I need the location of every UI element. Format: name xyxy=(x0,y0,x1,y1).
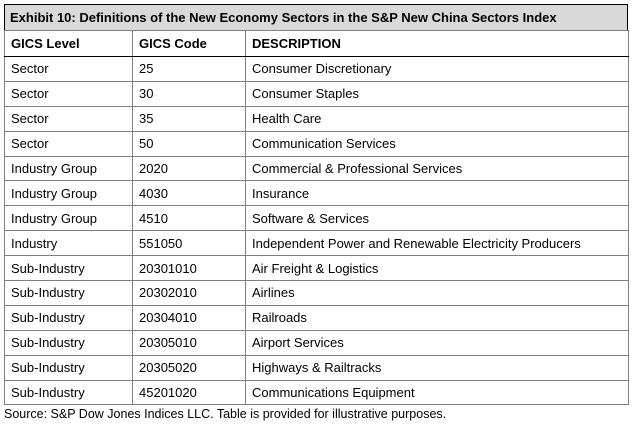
table-row: Sub-Industry 20305020 Highways & Railtrack… xyxy=(4,354,629,381)
gics-level-cell: Sector xyxy=(4,105,133,132)
gics-code-cell: 20305020 xyxy=(132,354,246,381)
exhibit-table-container: Exhibit 10: Definitions of the New Econo… xyxy=(4,4,629,406)
source-note: Source: S&P Dow Jones Indices LLC. Table… xyxy=(4,407,447,421)
table-header-row: GICS Level GICS Code DESCRIPTION xyxy=(4,30,629,57)
column-header-description: DESCRIPTION xyxy=(245,30,629,57)
table-row: Industry Group 2020 Commercial & Professio… xyxy=(4,155,629,182)
table-body: Sector 25 Consumer Discretionary Sector 30 Co… xyxy=(4,56,629,406)
description-cell: Air Freight & Logistics xyxy=(245,255,629,282)
table-row: Sub-Industry 45201020 Communications Equip… xyxy=(4,379,629,406)
description-cell: Communication Services xyxy=(245,130,629,157)
gics-level-cell: Sector xyxy=(4,56,133,82)
table-row: Sector 50 Communication Services xyxy=(4,130,629,157)
table-row: Sector 30 Consumer Staples xyxy=(4,80,629,107)
gics-code-cell: 4510 xyxy=(132,205,246,232)
gics-code-cell: 2020 xyxy=(132,155,246,182)
gics-code-cell: 45201020 xyxy=(132,379,246,406)
gics-level-cell: Sub-Industry xyxy=(4,304,133,331)
gics-code-cell: 30 xyxy=(132,80,246,107)
gics-code-cell: 4030 xyxy=(132,180,246,207)
description-cell: Consumer Discretionary xyxy=(245,56,629,82)
gics-level-cell: Sector xyxy=(4,80,133,107)
exhibit-title: Exhibit 10: Definitions of the New Econo… xyxy=(4,4,628,30)
description-cell: Airlines xyxy=(245,280,629,306)
table-row: Sector 25 Consumer Discretionary xyxy=(4,56,629,82)
gics-level-cell: Industry Group xyxy=(4,155,133,182)
description-cell: Airport Services xyxy=(245,329,629,356)
description-cell: Commercial & Professional Services xyxy=(245,155,629,182)
description-cell: Independent Power and Renewable Electric… xyxy=(245,230,629,257)
table-row: Industry Group 4510 Software & Services xyxy=(4,205,629,232)
gics-code-cell: 20304010 xyxy=(132,304,246,331)
table-row: Sector 35 Health Care xyxy=(4,105,629,132)
gics-code-cell: 20305010 xyxy=(132,329,246,356)
column-header-gics-level: GICS Level xyxy=(4,30,133,57)
description-cell: Health Care xyxy=(245,105,629,132)
table-row: Sub-Industry 20304010 Railroads xyxy=(4,304,629,331)
gics-code-cell: 20301010 xyxy=(132,255,246,282)
gics-definitions-table: GICS Level GICS Code DESCRIPTION Sector 2… xyxy=(4,30,629,406)
table-row: Sub-Industry 20302010 Airlines xyxy=(4,280,629,306)
table-row: Industry 551050 Independent Power and Rene… xyxy=(4,230,629,257)
description-cell: Railroads xyxy=(245,304,629,331)
gics-code-cell: 25 xyxy=(132,56,246,82)
gics-level-cell: Sub-Industry xyxy=(4,329,133,356)
table-row: Sub-Industry 20305010 Airport Services xyxy=(4,329,629,356)
gics-level-cell: Sub-Industry xyxy=(4,379,133,406)
gics-level-cell: Sub-Industry xyxy=(4,280,133,306)
table-row: Industry Group 4030 Insurance xyxy=(4,180,629,207)
description-cell: Software & Services xyxy=(245,205,629,232)
description-cell: Communications Equipment xyxy=(245,379,629,406)
gics-code-cell: 551050 xyxy=(132,230,246,257)
gics-level-cell: Sector xyxy=(4,130,133,157)
gics-code-cell: 35 xyxy=(132,105,246,132)
description-cell: Consumer Staples xyxy=(245,80,629,107)
description-cell: Insurance xyxy=(245,180,629,207)
gics-level-cell: Industry Group xyxy=(4,205,133,232)
gics-level-cell: Sub-Industry xyxy=(4,255,133,282)
table-row: Sub-Industry 20301010 Air Freight & Logist… xyxy=(4,255,629,282)
column-header-gics-code: GICS Code xyxy=(132,30,246,57)
gics-level-cell: Sub-Industry xyxy=(4,354,133,381)
gics-code-cell: 50 xyxy=(132,130,246,157)
description-cell: Highways & Railtracks xyxy=(245,354,629,381)
gics-code-cell: 20302010 xyxy=(132,280,246,306)
gics-level-cell: Industry xyxy=(4,230,133,257)
gics-level-cell: Industry Group xyxy=(4,180,133,207)
